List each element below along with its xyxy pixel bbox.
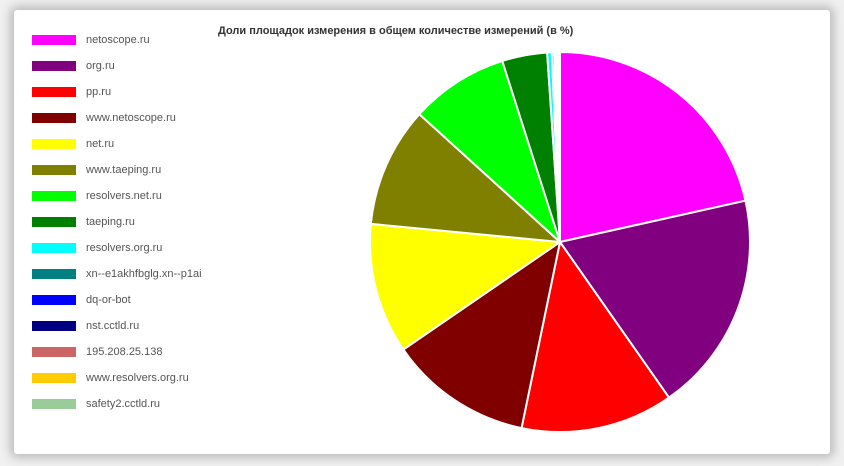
pie-slice — [557, 50, 561, 243]
pie-slice — [520, 241, 671, 433]
legend-swatch — [32, 87, 76, 97]
legend-swatch — [32, 347, 76, 357]
pie-slice — [402, 241, 561, 430]
legend-swatch — [32, 243, 76, 253]
legend-item: resolvers.org.ru — [32, 239, 162, 257]
legend-label: www.taeping.ru — [86, 164, 162, 176]
legend-label: resolvers.net.ru — [86, 190, 162, 202]
pie-slice — [559, 199, 751, 399]
legend-label: resolvers.org.ru — [86, 242, 163, 254]
legend-item: taeping.ru — [32, 213, 135, 231]
legend-label: www.resolvers.org.ru — [86, 372, 189, 384]
legend-swatch — [32, 165, 76, 175]
legend-item: safety2.cctld.ru — [32, 395, 160, 413]
pie-slice — [559, 51, 747, 243]
legend-item: org.ru — [32, 57, 115, 75]
legend-item: netoscope.ru — [32, 31, 150, 49]
legend-item: www.netoscope.ru — [32, 109, 176, 127]
legend-label: nst.cctld.ru — [86, 320, 140, 332]
legend-label: net.ru — [86, 138, 115, 150]
legend-swatch — [32, 139, 76, 149]
legend-item: nst.cctld.ru — [32, 317, 139, 335]
legend-label: safety2.cctld.ru — [86, 398, 160, 410]
legend-swatch — [32, 399, 76, 409]
legend-label: taeping.ru — [86, 216, 135, 228]
legend-item: net.ru — [32, 135, 114, 153]
legend-item: dq-or-bot — [32, 291, 131, 309]
legend-label: www.netoscope.ru — [86, 112, 176, 124]
legend-item: xn--e1akhfbglg.xn--p1ai — [32, 265, 202, 283]
pie-slice — [369, 222, 561, 351]
legend-item: www.taeping.ru — [32, 161, 161, 179]
legend-label: org.ru — [86, 60, 115, 72]
legend-item: pp.ru — [32, 83, 111, 101]
legend-label: 195.208.25.138 — [86, 346, 163, 358]
legend-swatch — [32, 191, 76, 201]
legend-item: resolvers.net.ru — [32, 187, 162, 205]
legend-label: pp.ru — [86, 86, 112, 98]
legend-swatch — [32, 113, 76, 123]
legend-swatch — [32, 269, 76, 279]
legend-swatch — [32, 321, 76, 331]
legend-swatch — [32, 373, 76, 383]
legend-label: netoscope.ru — [86, 34, 150, 46]
legend-swatch — [32, 35, 76, 45]
chart-title: Доли площадок измерения в общем количест… — [218, 25, 574, 37]
legend-item: www.resolvers.org.ru — [32, 369, 189, 387]
pie-slice — [418, 59, 561, 243]
legend-swatch — [32, 61, 76, 71]
pie-slice — [369, 113, 561, 243]
legend-swatch — [32, 295, 76, 305]
legend-item: 195.208.25.138 — [32, 343, 162, 361]
legend-label: dq-or-bot — [86, 294, 131, 306]
legend-label: xn--e1akhfbglg.xn--p1ai — [86, 268, 202, 280]
legend-swatch — [32, 217, 76, 227]
